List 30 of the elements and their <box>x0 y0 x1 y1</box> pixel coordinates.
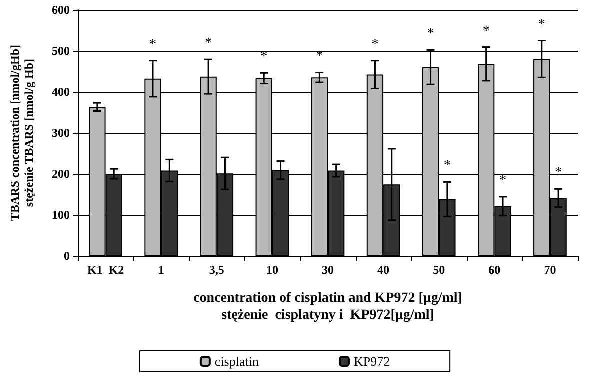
y-axis-title: TBARS concentration [nmol/gHb] stężenie TBARS [nmol/g Hb] <box>8 44 36 222</box>
x-tick-label: 40 <box>378 263 390 277</box>
x-tick-label: 3,5 <box>209 263 224 277</box>
x-tick-label: K1 K2 <box>87 263 124 277</box>
y-tick-label: 600 <box>52 3 70 17</box>
annotation: * <box>482 24 490 39</box>
annotation: * <box>372 37 379 52</box>
y-tick-label: 400 <box>52 85 70 99</box>
x-tick-label: 70 <box>544 263 556 277</box>
y-tick-label: 300 <box>52 126 70 140</box>
x-tick-label: 60 <box>488 263 501 277</box>
annotation: * <box>444 158 451 174</box>
y-tick-label: 0 <box>64 249 70 263</box>
annotation: * <box>260 50 268 65</box>
x-axis-title: concentration of cisplatin and KP972 [μg/ml] stężenie cisplatyny i KP972[μg/ml] <box>194 291 462 323</box>
annotation: * <box>555 166 562 181</box>
annotation: * <box>500 173 506 188</box>
y-tick-label: 500 <box>52 44 70 58</box>
annotation: * <box>150 37 156 52</box>
y-tick-label: 100 <box>52 208 70 222</box>
x-tick-label: 10 <box>266 263 278 277</box>
legend-label: cisplatin <box>214 354 260 369</box>
x-tick-label: 1 <box>158 263 164 277</box>
y-tick-label: 200 <box>52 167 70 181</box>
legend-label: KP972 <box>354 354 390 369</box>
annotation: * <box>427 26 434 42</box>
x-tick-label: 30 <box>322 263 334 277</box>
annotation: * <box>538 17 546 32</box>
x-tick-label: 50 <box>433 263 446 277</box>
annotation: * <box>205 36 212 52</box>
